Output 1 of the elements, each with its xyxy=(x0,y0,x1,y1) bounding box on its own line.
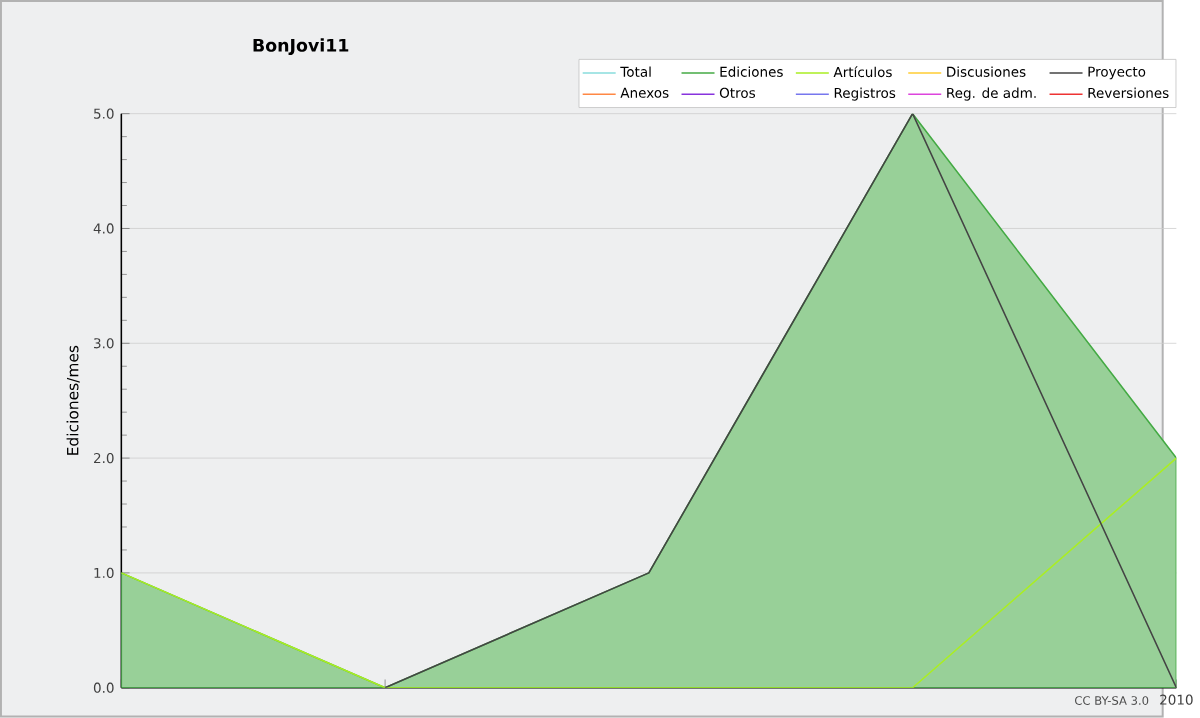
chart-title: BonJovi11 xyxy=(253,38,349,56)
